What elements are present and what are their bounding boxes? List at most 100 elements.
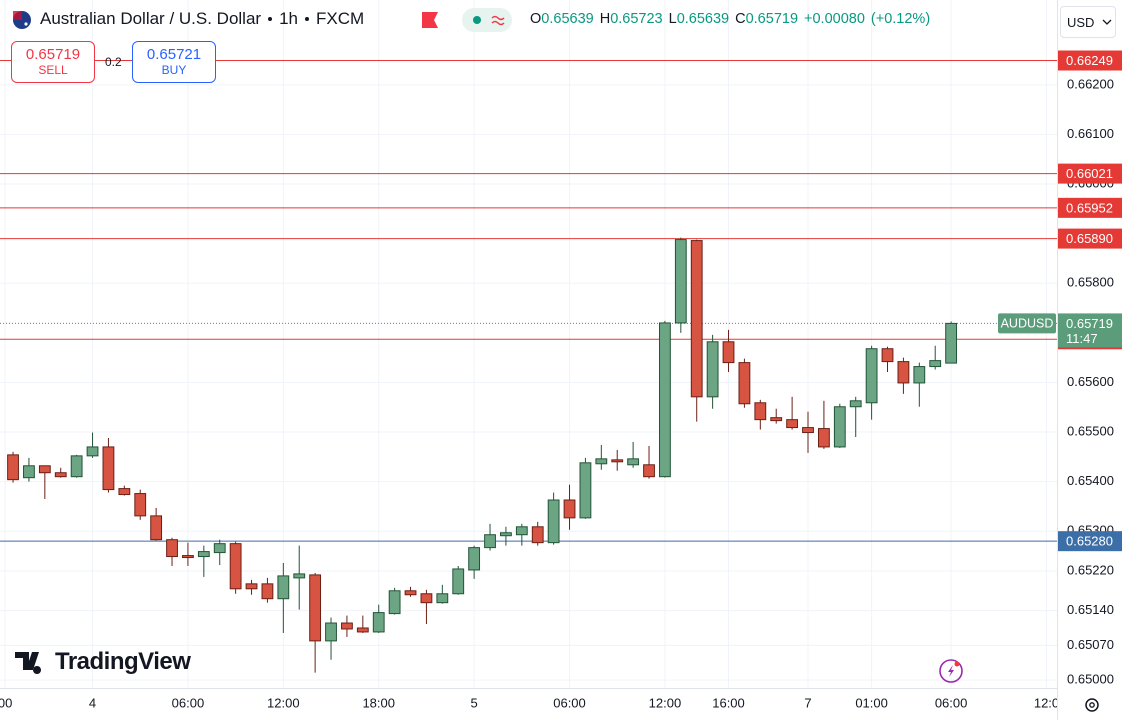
- level-label-box: [1058, 531, 1122, 552]
- level-label: 0.65280: [1066, 534, 1113, 549]
- candle-body: [23, 465, 35, 479]
- candle-body: [54, 472, 67, 478]
- candle-body: [372, 612, 385, 633]
- candle-body: [134, 493, 147, 517]
- candle-body: [229, 543, 242, 590]
- red-flag-icon[interactable]: [422, 12, 438, 28]
- y-tick-label: 0.65600: [1067, 374, 1114, 389]
- candle-body: [197, 551, 210, 558]
- y-tick-label: 0.65070: [1067, 637, 1114, 652]
- level-label-box: [1058, 50, 1122, 71]
- x-tick-label: 5: [471, 695, 478, 710]
- candle-body: [118, 488, 131, 496]
- sell-button[interactable]: 0.65719 SELL: [11, 41, 95, 83]
- candle-body: [341, 622, 353, 630]
- ohlc-item: C 0.65719: [735, 11, 798, 27]
- candle-body: [547, 499, 560, 544]
- candle-body: [309, 574, 322, 642]
- symbol-label: AUDUSD: [1001, 317, 1054, 331]
- x-tick-label: 06:00: [935, 695, 968, 710]
- candle-body: [595, 458, 608, 465]
- change: +0.00080: [804, 11, 865, 27]
- ohlc-key: L: [668, 11, 677, 27]
- current-price-label: 0.65719: [1066, 316, 1113, 331]
- level-label: 0.66021: [1066, 166, 1113, 181]
- ohlc-value: 0.65719: [745, 11, 799, 27]
- ohlc-item: L 0.65639: [669, 11, 730, 27]
- candle-body: [388, 590, 401, 615]
- x-tick-label: 01:00: [855, 695, 888, 710]
- separator-dot: [305, 17, 309, 21]
- price-axis-panel: [1057, 0, 1123, 720]
- candle-body: [452, 568, 465, 595]
- x-tick-label: 06:00: [172, 695, 205, 710]
- candle-body: [531, 526, 544, 544]
- x-tick-label: 7: [804, 695, 811, 710]
- ohlc-readout: O 0.65639 H 0.65723 L 0.65639 C 0.65719 +0.00080…: [530, 11, 930, 27]
- time-axis-panel: [0, 688, 1057, 720]
- price-axis: 0.662000.661000.660000.658000.656000.655…: [1067, 76, 1114, 686]
- ohlc-key: O: [530, 11, 542, 27]
- buy-button[interactable]: 0.65721 BUY: [132, 41, 216, 83]
- candle-body: [770, 417, 783, 422]
- candle-body: [897, 361, 910, 384]
- currency-selector[interactable]: USD: [1060, 6, 1116, 38]
- countdown-label: 11:47: [1066, 331, 1098, 346]
- candle-body: [579, 462, 592, 519]
- y-tick-label: 0.66200: [1067, 76, 1114, 91]
- candle-body: [38, 465, 51, 474]
- y-tick-label: 0.65000: [1067, 672, 1114, 687]
- alert-icon[interactable]: [939, 659, 963, 683]
- level-label-box: [1058, 228, 1122, 249]
- ohlc-item: O 0.65639: [530, 11, 594, 27]
- candle-body: [150, 515, 163, 541]
- y-tick-label: 0.65500: [1067, 423, 1114, 438]
- time-axis: 00 4 06:00 12:00 18:00 5 06:00 12:00 16:00 7 01:00…: [0, 695, 1059, 710]
- x-tick-label: 12:0: [1034, 695, 1059, 710]
- x-tick-label: 12:00: [649, 695, 682, 710]
- symbol-name: Australian Dollar / U.S. Dollar: [40, 9, 262, 28]
- candle-body: [293, 573, 306, 579]
- x-tick-label: 00: [0, 695, 12, 710]
- candle-body: [261, 583, 274, 600]
- interval[interactable]: 1h: [279, 9, 298, 28]
- candle-body: [484, 534, 496, 549]
- candle-body: [754, 402, 767, 421]
- branding: TradingView: [15, 648, 191, 676]
- candle-body: [945, 322, 958, 364]
- level-label-box: [1058, 163, 1122, 184]
- candle-body: [7, 454, 19, 481]
- candle-body: [706, 341, 719, 398]
- settings-icon[interactable]: [1085, 698, 1099, 712]
- status-pill[interactable]: [462, 8, 512, 32]
- x-tick-label: 12:00: [267, 695, 300, 710]
- symbol-label-box: [998, 313, 1056, 334]
- y-tick-label: 0.66100: [1067, 126, 1114, 141]
- exchange: FXCM: [316, 9, 365, 28]
- sell-price: 0.65719: [25, 46, 81, 63]
- candle-body: [881, 348, 894, 363]
- y-tick-label: 0.65220: [1067, 562, 1114, 577]
- candle-body: [436, 593, 449, 604]
- currency: USD: [1067, 14, 1095, 30]
- candle-body: [786, 419, 799, 429]
- candle-body: [420, 593, 433, 604]
- candle-body: [325, 622, 337, 642]
- candle-body: [356, 627, 369, 633]
- candle-body: [515, 526, 528, 536]
- ohlc-value: 0.65639: [676, 11, 730, 27]
- candle-body: [245, 583, 258, 590]
- symbol-header: Australian Dollar / U.S. Dollar 1h FXCM: [40, 9, 364, 29]
- candle-body: [468, 547, 481, 571]
- candle-body: [913, 366, 926, 384]
- candle-body: [166, 539, 178, 558]
- x-tick-label: 06:00: [553, 695, 586, 710]
- candle-body: [563, 499, 576, 519]
- dropdown-arrow: [1102, 19, 1112, 25]
- candle-body: [690, 240, 703, 398]
- separator-dot: [268, 17, 273, 21]
- flag-icon: [13, 11, 31, 29]
- y-tick-label: 0.65400: [1067, 473, 1114, 488]
- spread: 0.2: [105, 55, 122, 69]
- candle-body: [500, 532, 512, 537]
